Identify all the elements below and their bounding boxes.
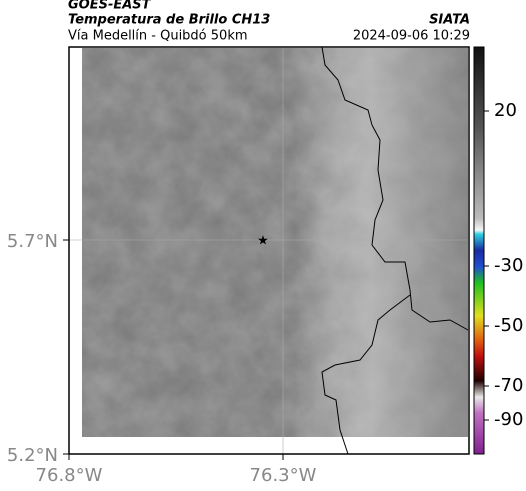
- colorbar-tick-label: -70: [494, 375, 523, 396]
- timestamp: 2024-09-06 10:29: [353, 29, 470, 44]
- colorbar: 20 -30 -50 -70 -90: [473, 46, 523, 455]
- satellite: GOES-EAST: [68, 0, 152, 13]
- colorbar-tick-label: -50: [494, 315, 523, 336]
- map-frame: [68, 46, 470, 455]
- lat-label: 5.2°N: [7, 445, 58, 466]
- source: SIATA: [429, 13, 470, 28]
- region: Vía Medellín - Quibdó 50km: [68, 29, 248, 44]
- border: [321, 294, 411, 455]
- colorbar-tick-label: -90: [494, 409, 523, 430]
- lat-label: 5.7°N: [7, 231, 58, 252]
- lon-label: 76.8°W: [36, 465, 103, 486]
- city-marker: ★: [257, 234, 269, 249]
- colorbar-tick-label: 20: [494, 100, 517, 121]
- map: ★ 5.7°N 5.2°N 76.8°W 76.3°W: [7, 46, 470, 486]
- border: [321, 46, 469, 331]
- product: Temperatura de Brillo CH13: [68, 13, 270, 28]
- lon-label: 76.3°W: [250, 465, 317, 486]
- colorbar-tick-label: -30: [494, 255, 523, 276]
